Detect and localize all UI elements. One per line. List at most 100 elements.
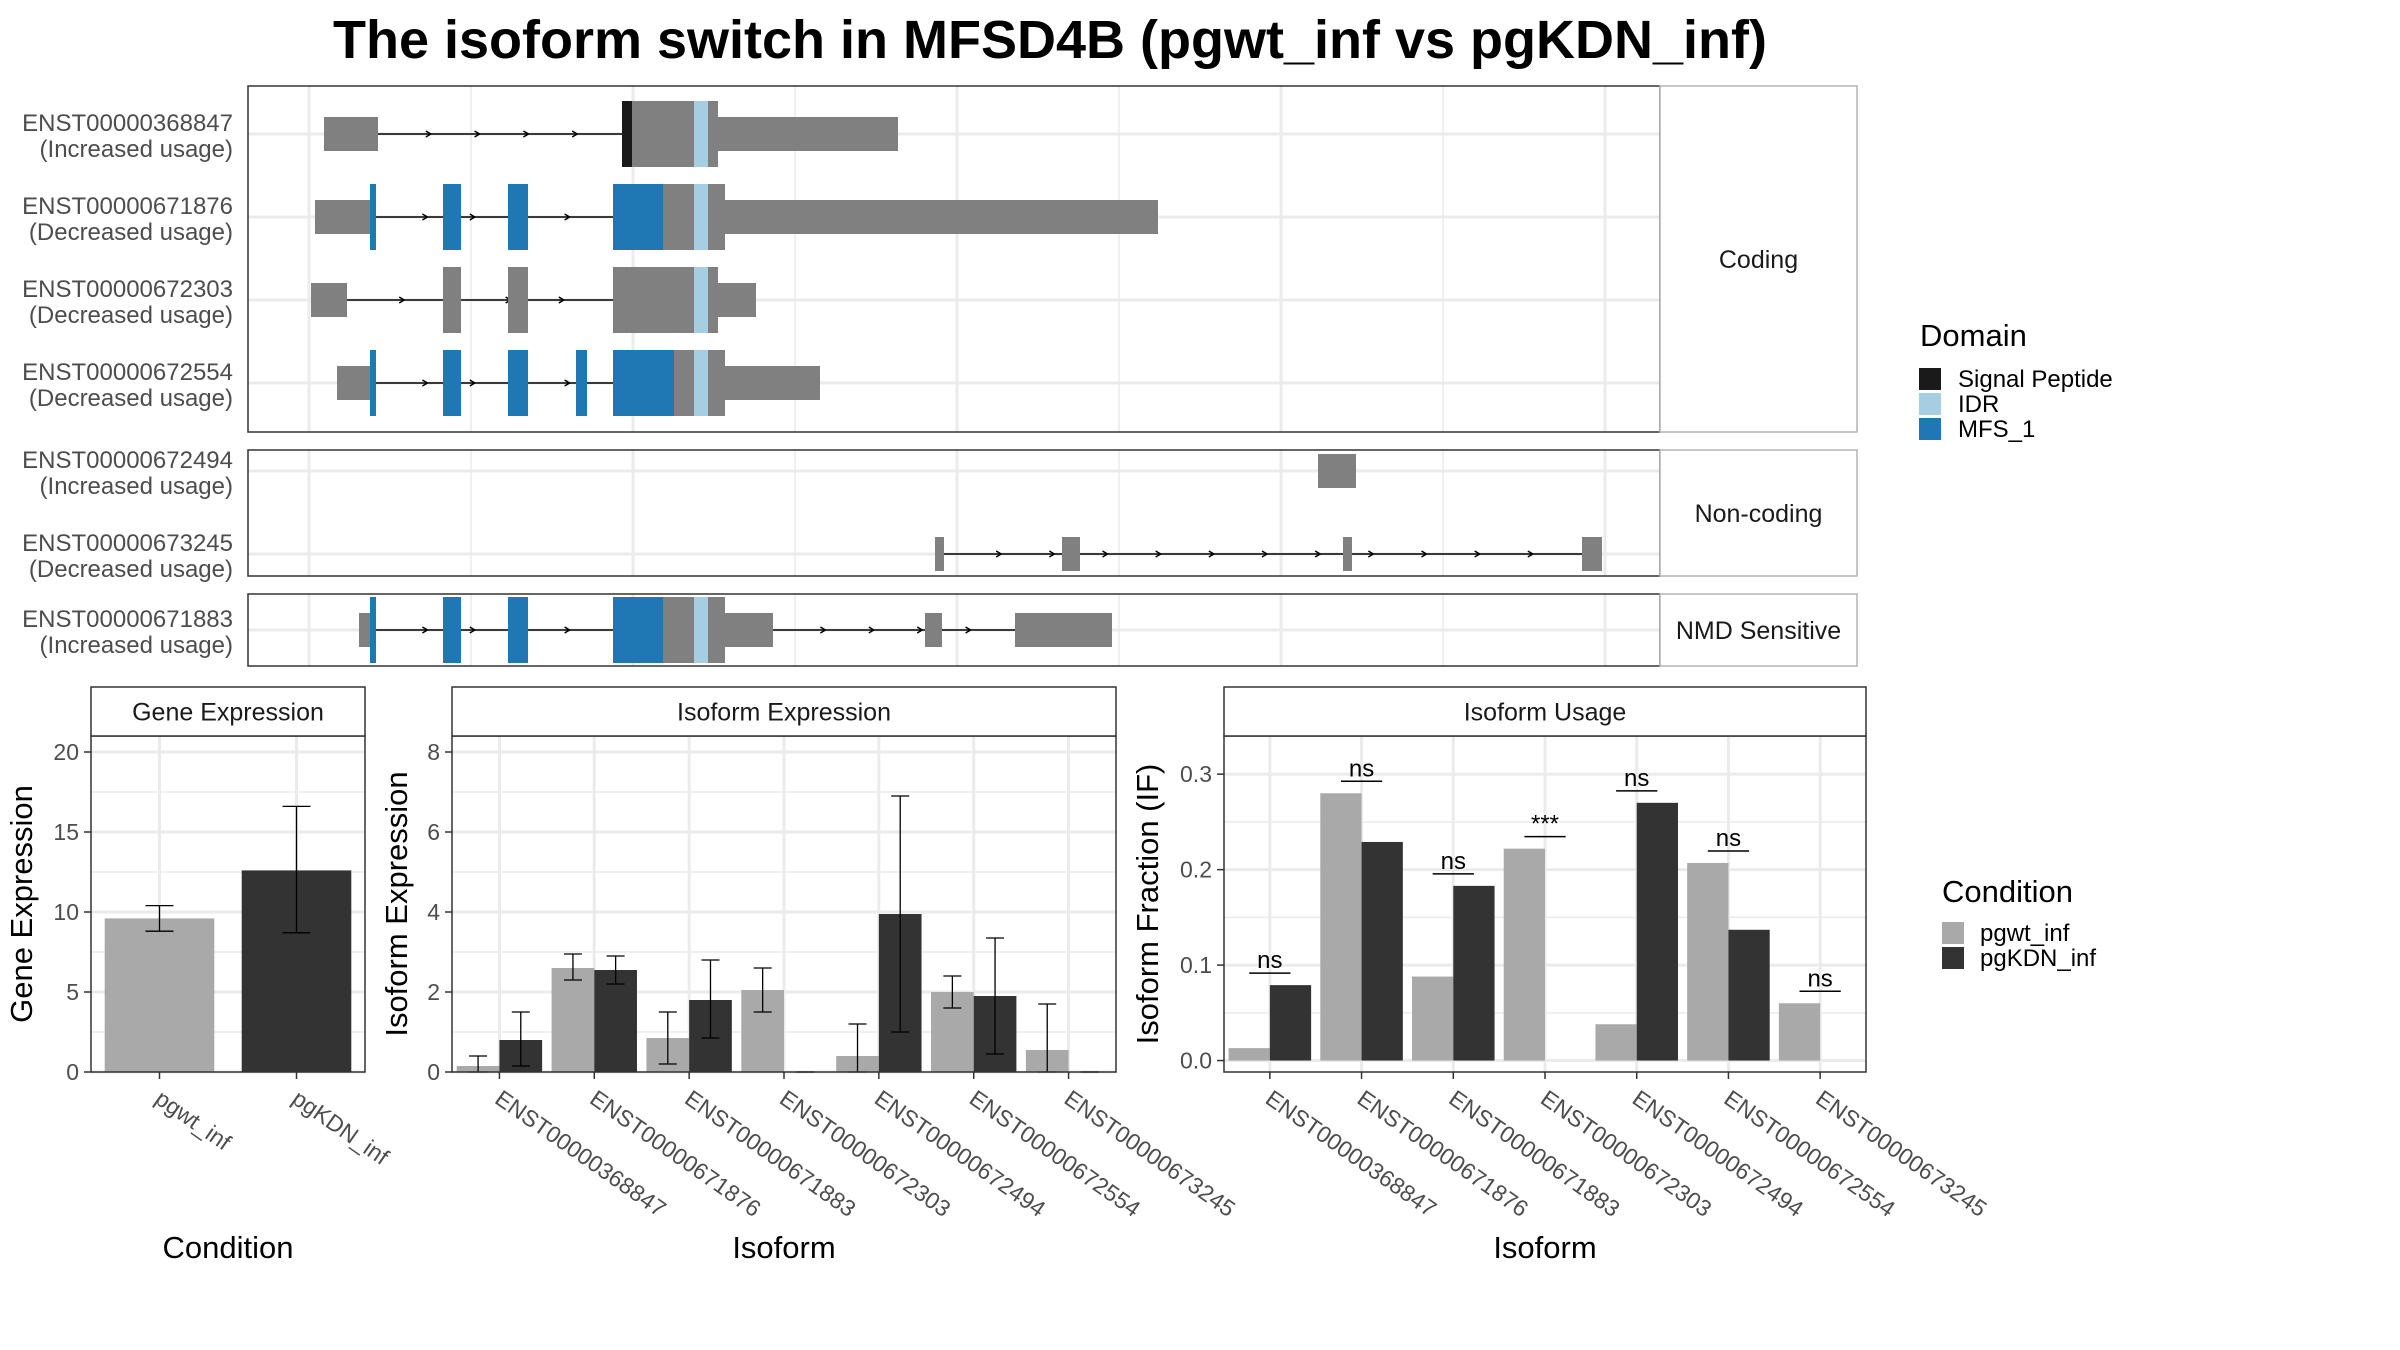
intron-arrow [1048, 550, 1056, 558]
exon [1062, 537, 1080, 571]
x-tick-label: ENST00000671883 [1444, 1085, 1624, 1222]
coding-exon [519, 267, 528, 333]
exon [1015, 613, 1112, 647]
coding-exon [613, 267, 694, 333]
significance-label: ns [1807, 965, 1832, 992]
y-axis-label: Isoform Expression [379, 771, 414, 1036]
intron-arrow [564, 626, 572, 634]
transcript-id-label: ENST00000672303 [22, 276, 233, 303]
structure-strip-label: Non-coding [1695, 500, 1823, 528]
significance-label: ns [1257, 947, 1282, 974]
utr-exon [337, 366, 370, 400]
x-tick-label: ENST00000672494 [1628, 1085, 1809, 1222]
significance-label: *** [1531, 811, 1559, 838]
bar-pgwt_inf [1228, 1048, 1270, 1061]
structure-strip-label: NMD Sensitive [1676, 617, 1841, 645]
intron-arrow [564, 213, 572, 221]
intron-arrow [995, 550, 1003, 558]
domain-mfs-1 [370, 184, 376, 250]
bar-pgKDN_inf [1361, 841, 1403, 1061]
structure-panel-3: ENST00000671883(Increased usage) NMD Sens… [22, 593, 1858, 667]
intron-arrow [398, 296, 406, 304]
structure-panel-1: ENST00000368847(Increased usage) ENST0000… [22, 85, 1858, 433]
intron-arrow [558, 296, 566, 304]
y-tick-label: 4 [427, 899, 440, 925]
domain-mfs-1 [613, 597, 663, 663]
panel-strip [90, 686, 366, 737]
domain-mfs-1 [508, 597, 528, 663]
bar-pgwt_inf [104, 918, 215, 1072]
domain-legend-title: Domain [1920, 318, 2027, 353]
domain-legend-swatch [1919, 393, 1941, 415]
utr-exon [315, 200, 370, 234]
intron-arrow [422, 213, 429, 221]
bar-pgKDN_inf [1728, 929, 1770, 1061]
exon [725, 366, 820, 400]
significance-label: ns [1441, 848, 1466, 875]
domain-mfs-1 [508, 184, 528, 250]
x-tick-label: ENST00000672554 [1720, 1085, 1901, 1222]
x-tick-label: ENST00000671876 [1353, 1085, 1533, 1222]
transcript-id-label: ENST00000672494 [22, 447, 233, 474]
y-tick-label: 20 [53, 739, 79, 765]
intron-arrow [1421, 550, 1428, 558]
y-axis-label: Isoform Fraction (IF) [1130, 764, 1165, 1045]
intron-arrow [1208, 550, 1216, 558]
condition-legend-title: Condition [1942, 874, 2073, 909]
transcript-ENST00000671876: ENST00000671876(Decreased usage) [22, 184, 1158, 250]
intron-arrow [1474, 550, 1482, 558]
y-tick-label: 0.3 [1180, 761, 1212, 787]
x-tick-label: ENST00000672554 [965, 1085, 1146, 1222]
structure-panel-bg [248, 450, 1660, 576]
utr-exon [359, 613, 370, 647]
exon [1343, 537, 1352, 571]
x-tick-label: ENST00000672303 [1536, 1085, 1716, 1222]
x-tick-label: pgwt_inf [151, 1085, 237, 1156]
bar-pgwt_inf [551, 968, 595, 1072]
intron-arrow [425, 130, 433, 138]
intron-arrow [422, 379, 429, 387]
transcript-usage-label: (Decreased usage) [29, 302, 233, 329]
significance-label: ns [1624, 765, 1649, 792]
condition-legend-label: pgwt_inf [1980, 920, 2070, 947]
domain-mfs-1 [443, 184, 461, 250]
bar-pgwt_inf [1503, 848, 1545, 1061]
domain-legend-label: MFS_1 [1958, 416, 2035, 443]
transcript-usage-label: (Decreased usage) [29, 556, 233, 583]
domain-idr [694, 350, 708, 416]
intron-arrow [523, 130, 530, 138]
domain-idr [694, 101, 708, 167]
y-tick-label: 10 [53, 899, 79, 925]
domain-mfs-1 [508, 350, 528, 416]
exon [1318, 454, 1356, 488]
significance-label: ns [1716, 825, 1741, 852]
bar-pgwt_inf [1778, 1003, 1821, 1061]
transcript-ENST00000368847: ENST00000368847(Increased usage) [22, 101, 898, 167]
intron-arrow [1261, 550, 1269, 558]
transcript-id-label: ENST00000673245 [22, 530, 233, 557]
transcript-usage-label: (Increased usage) [40, 632, 233, 659]
domain-mfs-1 [370, 597, 376, 663]
intron-arrow [1367, 550, 1375, 558]
y-tick-label: 0.0 [1180, 1048, 1212, 1074]
domain-idr [694, 597, 708, 663]
transcript-ENST00000673245: ENST00000673245(Decreased usage) [22, 530, 1602, 583]
y-axis-label: Gene Expression [4, 785, 39, 1023]
figure-title: The isoform switch in MFSD4B (pgwt_inf v… [333, 10, 1767, 70]
transcript-ENST00000671883: ENST00000671883(Increased usage) [22, 597, 1112, 663]
exon [925, 613, 942, 647]
coding-exon [708, 267, 718, 333]
transcript-id-label: ENST00000671883 [22, 606, 233, 633]
y-tick-label: 15 [53, 819, 79, 845]
intron-arrow [469, 379, 477, 387]
intron-arrow [916, 626, 924, 634]
structure-strip-label: Coding [1719, 246, 1798, 274]
structure-panel-bg [248, 86, 1660, 432]
x-tick-label: ENST00000671883 [680, 1085, 860, 1222]
panel-strip [1223, 686, 1867, 737]
panel-strip [451, 686, 1117, 737]
domain-mfs-1 [443, 350, 461, 416]
